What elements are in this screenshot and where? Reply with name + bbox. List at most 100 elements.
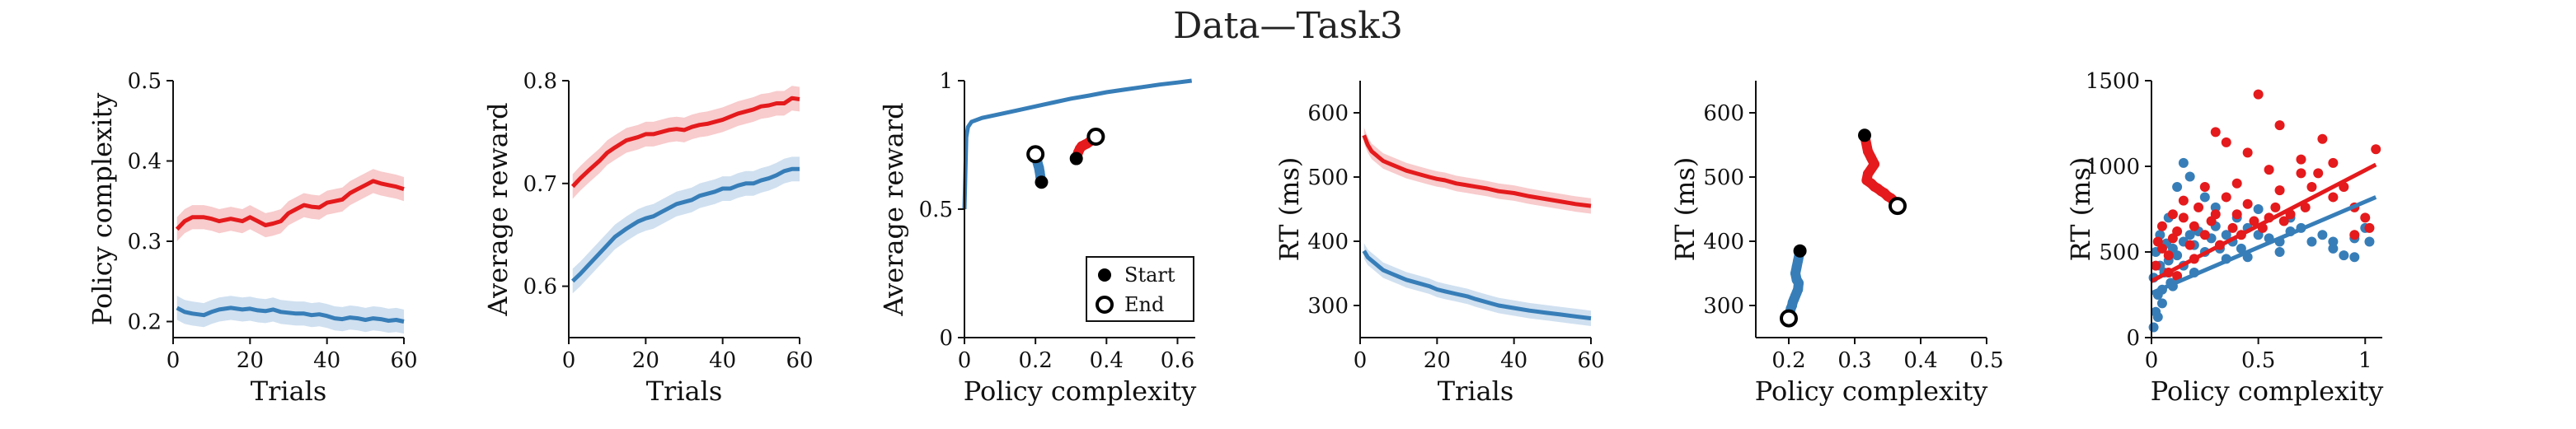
- y-tick-label: 0.3: [128, 230, 162, 254]
- chart-svg: 0 20 40 60 300 400 500 600 Trials RT (ms): [1274, 81, 1605, 407]
- x-tick-label: 1: [2358, 348, 2372, 373]
- red-scatter-point: [2296, 154, 2306, 165]
- red-scatter-point: [2371, 144, 2381, 155]
- chart-svg: 0 20 40 60 0.6 0.7 0.8 Trials Average reward: [482, 69, 814, 407]
- red-scatter-point: [2172, 226, 2183, 237]
- blue-scatter-point: [2339, 250, 2349, 261]
- y-tick-label: 0: [939, 326, 953, 351]
- blue-scatter-point: [2152, 312, 2163, 323]
- red-scatter-point: [2178, 195, 2189, 206]
- red-scatter-point: [2199, 230, 2210, 240]
- blue-scatter-point: [2172, 181, 2183, 192]
- y-tick-label: 0.2: [128, 310, 162, 335]
- y-tick-label: 0.5: [919, 198, 953, 222]
- x-tick-label: 0.2: [1018, 348, 1052, 373]
- end-marker: [1780, 309, 1798, 328]
- red-scatter-point: [2274, 120, 2285, 131]
- panel-reward-complexity-frontier: Start End 0 0.2 0.4 0.6 0 0.5 1 Policy complexity…: [791, 0, 1220, 429]
- x-tick-label: 60: [786, 348, 813, 373]
- red-scatter-point: [2221, 192, 2231, 203]
- red-scatter-point: [2349, 230, 2360, 240]
- x-tick-label: 20: [237, 348, 264, 373]
- blue-series-band: [1363, 243, 1591, 326]
- x-tick-label: 0.5: [2241, 348, 2275, 373]
- red-scatter-point: [2364, 222, 2375, 233]
- x-axis-label: Policy complexity: [964, 375, 1197, 407]
- red-scatter-point: [2231, 178, 2242, 189]
- panel-rt-scatter-fit: 0 0.5 1 0 500 1000 1500 Policy complexity RT (ms…: [1978, 0, 2407, 429]
- x-tick-label: 0: [958, 348, 972, 373]
- red-scatter-point: [2253, 89, 2264, 100]
- blue-series-line: [176, 305, 405, 324]
- x-tick-label: 20: [1424, 348, 1451, 373]
- y-tick-label: 0.6: [523, 275, 557, 300]
- y-tick-label: 600: [1307, 101, 1349, 126]
- legend-end-marker: [1096, 296, 1114, 314]
- blue-scatter-point: [2172, 250, 2183, 261]
- chart-svg: Start End 0 0.2 0.4 0.6 0 0.5 1 Policy complexity…: [878, 69, 1197, 407]
- red-scatter-point: [2227, 222, 2238, 233]
- red-scatter-point: [2184, 240, 2195, 250]
- red-scatter-point: [2249, 216, 2259, 226]
- red-series-line: [570, 96, 800, 189]
- y-tick-label: 500: [2099, 240, 2140, 265]
- blue-series-line: [570, 166, 800, 283]
- red-scatter-point: [2221, 137, 2231, 147]
- red-scatter-point: [2274, 185, 2285, 196]
- start-marker: [1793, 244, 1807, 258]
- blue-scatter-point: [2328, 236, 2339, 247]
- end-marker: [1026, 145, 1045, 164]
- y-tick-label: 1: [939, 69, 953, 94]
- blue-series-line: [1362, 249, 1592, 321]
- x-tick-label: 0: [1354, 348, 1368, 373]
- blue-scatter-point: [2236, 243, 2246, 254]
- x-tick-label: 0.6: [1161, 348, 1194, 373]
- y-axis-label: RT (ms): [2065, 157, 2096, 262]
- red-scatter-point: [2328, 157, 2339, 168]
- blue-scatter-point: [2184, 171, 2195, 182]
- x-axis-label: Policy complexity: [2151, 375, 2384, 407]
- y-tick-label: 0.7: [523, 172, 557, 197]
- blue-series-band: [572, 156, 800, 294]
- red-scatter-point: [2296, 168, 2306, 179]
- blue-scatter-point: [2364, 236, 2375, 247]
- y-axis-label: RT (ms): [1669, 157, 1701, 262]
- red-scatter-point: [2167, 209, 2178, 220]
- red-scatter-point: [2163, 250, 2174, 261]
- panel-policy-complexity-vs-trials: 0 20 40 60 0.2 0.3 0.4 0.5 Trials Policy complexi…: [0, 0, 429, 429]
- y-tick-label: 400: [1307, 230, 1349, 254]
- x-axis-label: Trials: [646, 375, 723, 407]
- end-marker: [1086, 128, 1105, 147]
- legend-label: Start: [1124, 263, 1175, 287]
- blue-scatter-point: [2184, 230, 2195, 240]
- y-tick-label: 500: [1307, 166, 1349, 190]
- x-tick-label: 0: [2145, 348, 2159, 373]
- blue-scatter-point: [2156, 298, 2167, 309]
- start-marker: [1035, 175, 1049, 189]
- blue-scatter-point: [2317, 230, 2328, 240]
- blue-scatter-point: [2349, 252, 2360, 263]
- red-scatter-point: [2178, 212, 2189, 223]
- red-scatter-point: [2231, 209, 2242, 220]
- frontier-line: [962, 78, 1193, 210]
- panel-rt-vs-trials: 0 20 40 60 300 400 500 600 Trials RT (ms): [1187, 0, 1616, 429]
- red-scatter-point: [2189, 221, 2199, 231]
- x-tick-label: 40: [709, 348, 736, 373]
- blue-scatter-point: [2274, 247, 2285, 257]
- y-tick-label: 300: [1703, 294, 1744, 319]
- blue-scatter-point: [2148, 322, 2159, 333]
- blue-fit-line: [2151, 195, 2377, 296]
- x-tick-label: 0: [562, 348, 576, 373]
- chart-svg: 0.2 0.3 0.4 0.5 300 400 500 600 Policy complexit…: [1669, 81, 2004, 407]
- red-scatter-point: [2172, 271, 2183, 282]
- red-scatter-point: [2317, 133, 2328, 144]
- x-tick-label: 20: [632, 348, 659, 373]
- x-axis-label: Trials: [251, 375, 327, 407]
- chart-svg: 0 0.5 1 0 500 1000 1500 Policy complexity RT (ms…: [2065, 69, 2384, 407]
- red-fit-line: [2150, 162, 2377, 283]
- blue-scatter-point: [2199, 192, 2210, 203]
- y-axis-label: RT (ms): [1274, 157, 1305, 262]
- y-tick-label: 1500: [2086, 69, 2140, 94]
- start-marker: [1069, 152, 1083, 166]
